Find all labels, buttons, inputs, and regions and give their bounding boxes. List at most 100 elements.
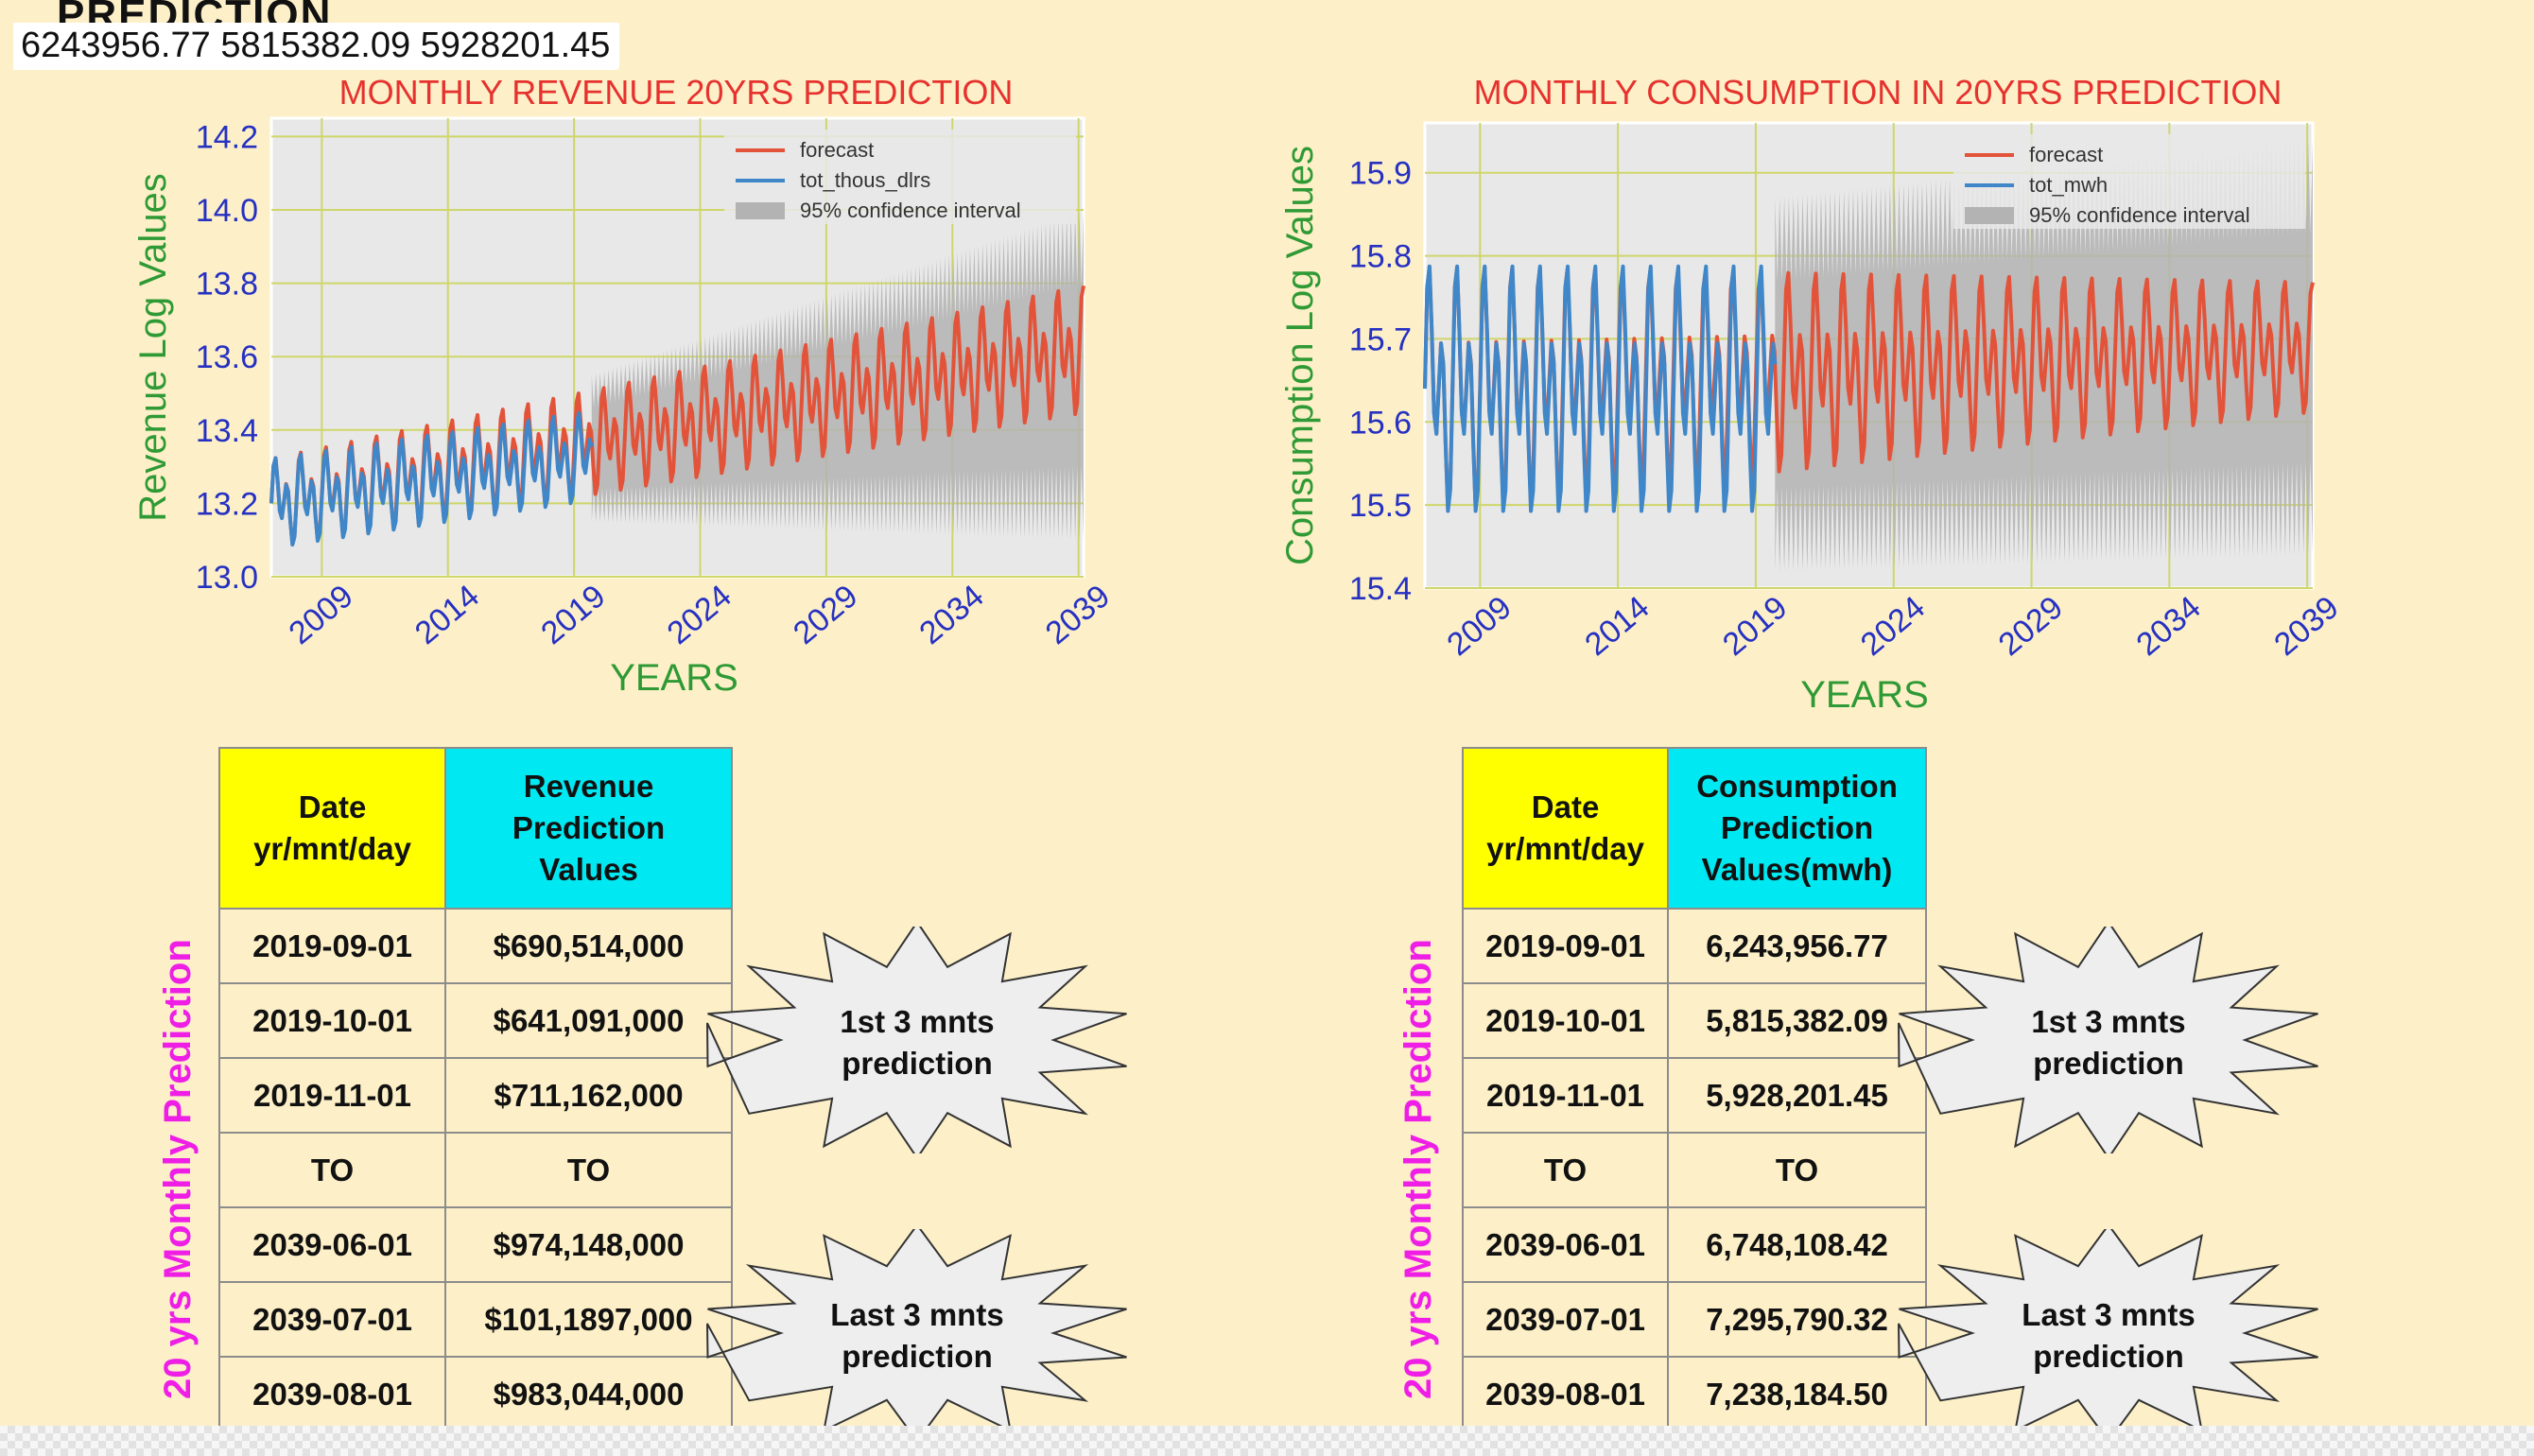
x-tick-label: 2009 — [1440, 589, 1518, 663]
date-cell: 2039-08-01 — [217, 1356, 447, 1432]
x-tick-label: 2014 — [1578, 589, 1656, 663]
y-axis-label: Revenue Log Values — [132, 173, 174, 521]
y-tick-label: 13.2 — [196, 486, 258, 522]
legend-label: 95% confidence interval — [800, 199, 1021, 222]
y-tick-label: 13.4 — [196, 413, 258, 449]
table-row: 2039-06-01 6,748,108.42 — [1461, 1206, 1927, 1283]
date-cell: 2019-09-01 — [1461, 908, 1670, 984]
x-tick-label: 2039 — [2267, 589, 2345, 663]
callout-text: prediction — [842, 1339, 993, 1374]
table-row: 2039-08-01 7,238,184.50 — [1461, 1356, 1927, 1432]
table-row: 2039-08-01 $983,044,000 — [217, 1356, 733, 1432]
x-tick-label: 2039 — [1039, 578, 1117, 651]
y-axis-label: Consumption Log Values — [1279, 146, 1321, 565]
value-cell: 5,928,201.45 — [1667, 1057, 1927, 1134]
table-row: 2019-11-01 $711,162,000 — [217, 1057, 733, 1134]
legend-label: tot_mwh — [2029, 173, 2108, 197]
callout-text: prediction — [842, 1046, 993, 1081]
date-cell: 2039-07-01 — [217, 1281, 447, 1358]
value-header-line1: Consumption — [1696, 769, 1898, 804]
callout-text: Last 3 mnts — [830, 1297, 1003, 1332]
charts-canvas: 2009 2014 2019 2024 2029 2034 2039 13.0 13.2 13.4… — [132, 73, 2346, 716]
x-axis-label: YEARS — [1800, 674, 1929, 716]
table-row: 2039-06-01 $974,148,000 — [217, 1206, 733, 1283]
x-tick-label: 2034 — [2129, 589, 2207, 663]
value-header-line1: Revenue — [523, 769, 654, 804]
x-tick-label: 2019 — [1716, 589, 1794, 663]
top-numbers-readout: 6243956.77 5815382.09 5928201.45 — [13, 23, 620, 70]
value-header-line3: Values — [539, 852, 638, 887]
date-header-line2: yr/mnt/day — [1486, 831, 1644, 866]
date-cell: 2039-06-01 — [1461, 1206, 1670, 1283]
x-tick-label: 2019 — [534, 578, 612, 651]
table-row: 2019-10-01 $641,091,000 — [217, 982, 733, 1059]
callout-text: 1st 3 mnts — [2031, 1004, 2185, 1039]
date-cell: 2019-11-01 — [1461, 1057, 1670, 1134]
x-tick-label: 2024 — [1854, 589, 1932, 663]
value-column-header: Revenue Prediction Values — [444, 747, 733, 910]
date-cell: 2039-06-01 — [217, 1206, 447, 1283]
date-cell: 2019-10-01 — [217, 982, 447, 1059]
revenue-chart: 2009 2014 2019 2024 2029 2034 2039 13.0 13.2 13.4… — [132, 73, 1117, 699]
date-cell: 2039-07-01 — [1461, 1281, 1670, 1358]
date-column-header: Date yr/mnt/day — [1461, 747, 1670, 910]
y-tick-label: 13.6 — [196, 339, 258, 375]
table-row: 2019-11-01 5,928,201.45 — [1461, 1057, 1927, 1134]
starburst-shape — [1898, 1229, 2318, 1437]
date-cell: 2019-09-01 — [217, 908, 447, 984]
value-cell: $974,148,000 — [444, 1206, 733, 1283]
value-header-line2: Prediction — [1720, 810, 1874, 845]
date-header-line2: yr/mnt/day — [253, 831, 411, 866]
value-cell: $690,514,000 — [444, 908, 733, 984]
value-cell: 6,243,956.77 — [1667, 908, 1927, 984]
value-cell: TO — [444, 1132, 733, 1208]
legend-swatch — [1965, 207, 2014, 224]
y-tick-label: 15.7 — [1349, 321, 1412, 357]
date-cell: TO — [1461, 1132, 1670, 1208]
y-tick-label: 15.5 — [1349, 488, 1412, 524]
callout-text: prediction — [2033, 1339, 2184, 1374]
date-cell: 2019-11-01 — [217, 1057, 447, 1134]
date-cell: 2039-08-01 — [1461, 1356, 1670, 1432]
legend-label: forecast — [2029, 143, 2103, 166]
date-cell: TO — [217, 1132, 447, 1208]
y-tick-label: 15.9 — [1349, 156, 1412, 192]
y-tick-label: 15.4 — [1349, 571, 1412, 607]
value-cell: $641,091,000 — [444, 982, 733, 1059]
revenue-last-3-callout: Last 3 mnts prediction — [706, 1229, 1127, 1437]
consumption-side-label: 20 yrs Monthly Prediction — [1397, 939, 1439, 1399]
x-tick-label: 2029 — [1992, 589, 2070, 663]
table-row: 2039-07-01 $101,1897,000 — [217, 1281, 733, 1358]
observed-line — [269, 410, 594, 547]
table-row: TO TO — [217, 1132, 733, 1208]
value-cell: 6,748,108.42 — [1667, 1206, 1927, 1283]
value-cell: $983,044,000 — [444, 1356, 733, 1432]
date-header-line1: Date — [298, 789, 367, 824]
x-axis-label: YEARS — [610, 657, 738, 699]
x-tick-label: 2034 — [912, 578, 990, 651]
table-row: 2019-09-01 6,243,956.77 — [1461, 908, 1927, 984]
y-tick-label: 13.0 — [196, 560, 258, 596]
date-cell: 2019-10-01 — [1461, 982, 1670, 1059]
value-header-line3: Values(mwh) — [1701, 852, 1893, 887]
x-tick-label: 2029 — [787, 578, 864, 651]
y-tick-label: 13.8 — [196, 267, 258, 303]
confidence-interval-band — [591, 210, 1084, 541]
table-row: TO TO — [1461, 1132, 1927, 1208]
table-row: 2039-07-01 7,295,790.32 — [1461, 1281, 1927, 1358]
value-cell: 5,815,382.09 — [1667, 982, 1927, 1059]
observed-line — [1423, 264, 1778, 513]
consumption-prediction-table: Date yr/mnt/day Consumption Prediction V… — [1461, 747, 1927, 1432]
confidence-interval-band — [1775, 139, 2313, 572]
date-column-header: Date yr/mnt/day — [217, 747, 447, 910]
y-tick-label: 15.6 — [1349, 405, 1412, 441]
legend-label: tot_thous_dlrs — [800, 168, 930, 192]
revenue-first-3-callout: 1st 3 mnts prediction — [706, 927, 1127, 1153]
callout-text: Last 3 mnts — [2022, 1297, 2195, 1332]
legend-swatch — [736, 202, 785, 219]
y-tick-label: 14.2 — [196, 119, 258, 155]
starburst-shape — [1898, 927, 2318, 1153]
consumption-last-3-callout: Last 3 mnts prediction — [1898, 1229, 2318, 1437]
starburst-shape — [706, 927, 1127, 1153]
x-tick-label: 2014 — [408, 578, 486, 651]
